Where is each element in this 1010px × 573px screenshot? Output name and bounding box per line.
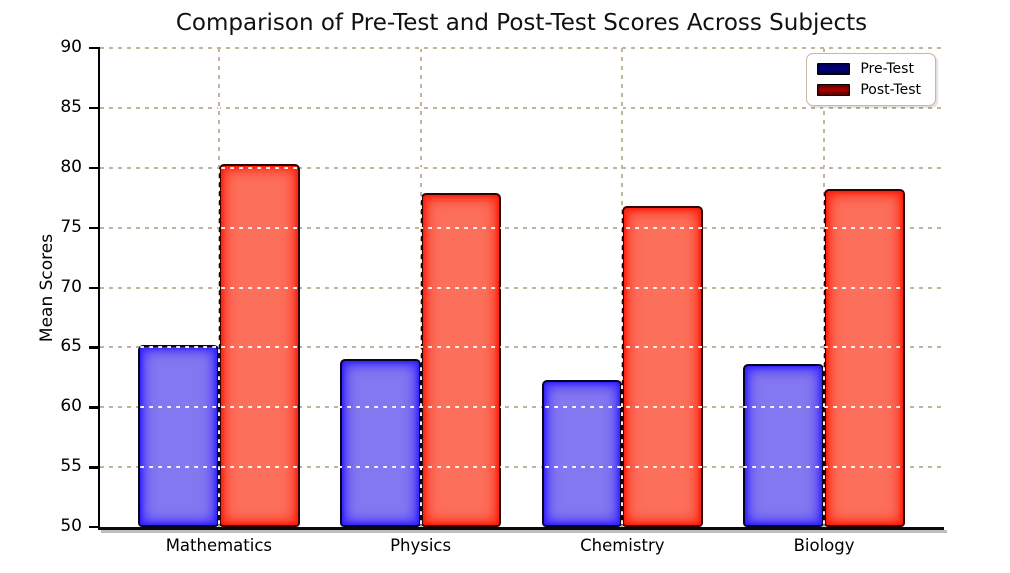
- y-tick-label: 75: [60, 216, 82, 237]
- legend-label-post-test: Post-Test: [860, 82, 921, 98]
- gridline-v-overlay: [621, 48, 624, 527]
- gridline-h-overlay: [100, 346, 943, 349]
- y-tick-mark: [89, 47, 98, 50]
- y-tick-mark: [89, 166, 98, 170]
- legend-swatch-pre-test: [817, 63, 851, 75]
- x-tick-label-biology: Biology: [793, 536, 855, 555]
- bar-pre-test-physics: [339, 359, 421, 527]
- y-tick-label: 90: [60, 37, 82, 58]
- bar-pre-test-mathematics: [138, 344, 219, 527]
- y-tick-mark: [89, 526, 98, 529]
- gridline-h-overlay: [100, 406, 943, 409]
- gridline-v-overlay: [823, 48, 826, 527]
- y-tick-label: 85: [60, 97, 82, 118]
- x-tick-label-mathematics: Mathematics: [165, 536, 273, 555]
- gridline-v-overlay: [419, 48, 422, 527]
- plot-area: Pre-Test Post-Test 50 55 60 65 70 75 80 85 90 Mat…: [60, 39, 944, 555]
- chart-title: Comparison of Pre-Test and Post-Test Sco…: [175, 10, 868, 36]
- legend-label-pre-test: Pre-Test: [860, 61, 914, 77]
- x-tick-label-physics: Physics: [390, 536, 452, 555]
- gridline-v-overlay: [217, 48, 220, 527]
- y-tick-label: 60: [60, 396, 82, 417]
- y-tick-mark: [89, 286, 98, 289]
- legend-swatch-post-test: [817, 84, 851, 96]
- y-tick-mark: [89, 466, 98, 469]
- y-tick-label: 65: [60, 336, 82, 357]
- legend: Pre-Test Post-Test: [806, 53, 936, 106]
- bar-post-test-chemistry: [622, 206, 703, 527]
- y-tick-label: 55: [60, 456, 82, 477]
- y-tick-mark: [89, 346, 98, 349]
- gridline-h-overlay: [100, 166, 943, 169]
- y-tick-mark: [89, 106, 98, 110]
- y-tick-label: 50: [60, 516, 82, 537]
- gridline-h-overlay: [100, 226, 943, 229]
- bar-pre-test-chemistry: [541, 379, 623, 527]
- bar-post-test-biology: [824, 189, 905, 527]
- y-tick-mark: [89, 406, 98, 409]
- legend-item-pre-test: Pre-Test: [817, 62, 921, 76]
- bar-post-test-physics: [420, 192, 502, 527]
- y-tick-label: 70: [60, 276, 82, 297]
- x-tick-label-chemistry: Chemistry: [580, 536, 665, 555]
- gridline-h-overlay: [100, 286, 943, 289]
- gridline-h-overlay: [100, 106, 943, 109]
- gridline-h-overlay: [100, 47, 943, 49]
- legend-item-post-test: Post-Test: [817, 83, 921, 97]
- gridline-h-overlay: [100, 466, 943, 469]
- y-tick-mark: [89, 226, 98, 230]
- bar-pre-test-biology: [743, 364, 825, 527]
- y-tick-label: 80: [60, 156, 82, 177]
- y-axis-spine: [97, 47, 100, 530]
- x-axis-spine: [97, 527, 944, 530]
